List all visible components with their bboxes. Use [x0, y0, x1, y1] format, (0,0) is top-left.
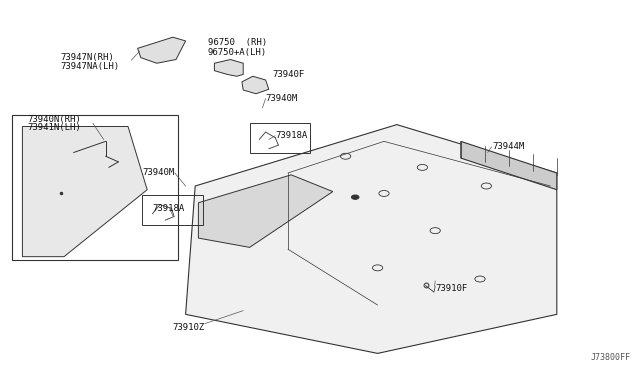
Text: 96750  (RH): 96750 (RH)	[208, 38, 267, 47]
Text: 73918A: 73918A	[152, 204, 184, 213]
Polygon shape	[461, 141, 557, 190]
Text: 73940M: 73940M	[266, 94, 298, 103]
Text: 73918A: 73918A	[275, 131, 307, 140]
Text: 96750+A(LH): 96750+A(LH)	[208, 48, 267, 57]
Polygon shape	[198, 175, 333, 247]
Text: 73940N(RH): 73940N(RH)	[28, 115, 81, 124]
Text: 73944M: 73944M	[493, 142, 525, 151]
Polygon shape	[138, 37, 186, 63]
Text: 73910Z: 73910Z	[173, 323, 205, 332]
Text: 73940F: 73940F	[272, 70, 304, 79]
Text: 73947NA(LH): 73947NA(LH)	[61, 62, 120, 71]
Text: 73940M: 73940M	[142, 169, 174, 177]
Bar	[142, 195, 203, 225]
Bar	[250, 123, 310, 153]
Text: J73800FF: J73800FF	[590, 353, 630, 362]
Text: 73910F: 73910F	[435, 284, 467, 293]
Polygon shape	[242, 76, 269, 94]
Polygon shape	[186, 125, 557, 353]
Circle shape	[351, 195, 359, 199]
Bar	[12, 115, 178, 260]
Text: 73947N(RH): 73947N(RH)	[61, 53, 115, 62]
Polygon shape	[214, 60, 243, 76]
Text: 73941N(LH): 73941N(LH)	[28, 123, 81, 132]
Polygon shape	[22, 126, 147, 257]
